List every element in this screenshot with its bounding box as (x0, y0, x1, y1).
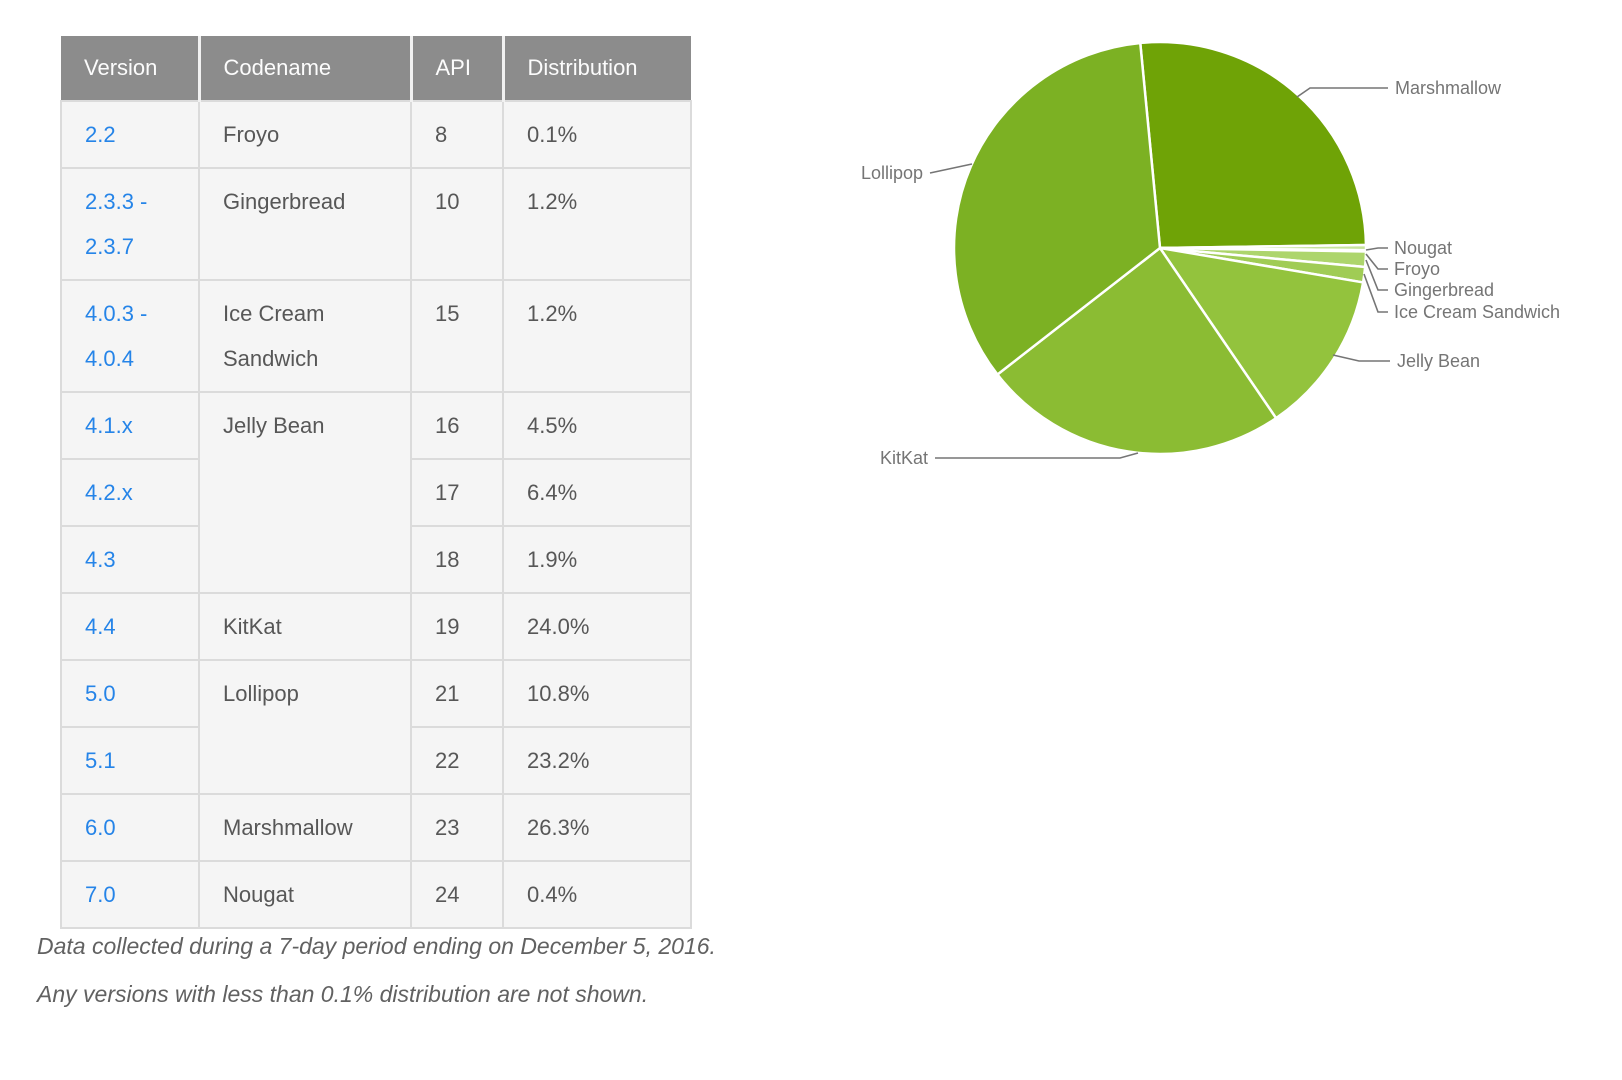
leader-line-ice-cream-sandwich (1363, 273, 1388, 313)
leader-line-froyo (1365, 253, 1388, 270)
pie-label-kitkat: KitKat (880, 448, 928, 468)
distribution-cell: 24.0% (502, 592, 692, 661)
table-row: 4.0.3 - 4.0.4 Ice Cream Sandwich 15 1.2% (60, 279, 692, 393)
codename-cell: Lollipop (198, 659, 412, 795)
distribution-cell: 23.2% (502, 726, 692, 795)
leader-line-marshmallow (1296, 87, 1388, 98)
api-cell: 10 (410, 167, 504, 281)
version-cell: 4.1.x (60, 391, 200, 460)
table-row: 4.1.x Jelly Bean 16 4.5% (60, 391, 692, 594)
version-link[interactable]: 4.2.x (85, 480, 133, 505)
table-row: 2.3.3 - 2.3.7 Gingerbread 10 1.2% (60, 167, 692, 281)
pie-slices-group (952, 40, 1368, 456)
api-cell: 8 (410, 100, 504, 169)
distribution-cell: 6.4% (502, 458, 692, 527)
distribution-cell: 0.4% (502, 860, 692, 929)
table-row: 6.0 Marshmallow 23 26.3% (60, 793, 692, 862)
footer-notes: Data collected during a 7-day period end… (37, 922, 716, 1018)
pie-label-marshmallow: Marshmallow (1395, 78, 1502, 98)
version-cell: 4.0.3 - 4.0.4 (60, 279, 200, 393)
api-cell: 24 (410, 860, 504, 929)
pie-chart-svg: Marshmallow Lollipop Nougat Froyo Ginger… (861, 40, 1560, 468)
codename-cell: Ice Cream Sandwich (198, 279, 412, 393)
table-row: 2.2 Froyo 8 0.1% (60, 100, 692, 169)
distribution-cell: 10.8% (502, 659, 692, 728)
version-cell: 5.1 (60, 726, 200, 795)
pie-slice-lollipop (952, 41, 1162, 376)
pie-label-jelly-bean: Jelly Bean (1397, 351, 1480, 371)
table-row: 7.0 Nougat 24 0.4% (60, 860, 692, 929)
version-cell: 5.0 (60, 659, 200, 728)
version-cell: 4.2.x (60, 458, 200, 527)
leader-line-kitkat (935, 452, 1139, 459)
threshold-note: Any versions with less than 0.1% distrib… (37, 981, 649, 1007)
version-link[interactable]: 7.0 (85, 882, 116, 907)
distribution-cell: 1.2% (502, 279, 692, 393)
pie-label-gingerbread: Gingerbread (1394, 280, 1494, 300)
api-cell: 21 (410, 659, 504, 728)
table-row: 4.3 18 1.9% (60, 525, 692, 594)
header-distribution: Distribution (503, 36, 691, 101)
version-link[interactable]: 2.3.3 - 2.3.7 (85, 189, 148, 259)
pie-slice-marshmallow (1139, 40, 1368, 250)
distribution-cell: 26.3% (502, 793, 692, 862)
pie-label-lollipop: Lollipop (861, 163, 923, 183)
version-distribution-table: Version Codename API Distribution 2.2 Fr… (60, 36, 692, 929)
version-cell: 7.0 (60, 860, 200, 929)
version-link[interactable]: 4.4 (85, 614, 116, 639)
version-link[interactable]: 4.0.3 - 4.0.4 (85, 301, 148, 371)
distribution-cell: 1.2% (502, 167, 692, 281)
api-cell: 16 (410, 391, 504, 460)
version-cell: 2.3.3 - 2.3.7 (60, 167, 200, 281)
header-version: Version (61, 36, 201, 101)
codename-cell: KitKat (198, 592, 412, 661)
api-cell: 19 (410, 592, 504, 661)
api-cell: 22 (410, 726, 504, 795)
leader-line-jelly-bean (1332, 354, 1390, 362)
api-cell: 15 (410, 279, 504, 393)
distribution-cell: 4.5% (502, 391, 692, 460)
pie-label-ice-cream-sandwich: Ice Cream Sandwich (1394, 302, 1560, 322)
version-link[interactable]: 5.0 (85, 681, 116, 706)
pie-label-froyo: Froyo (1394, 259, 1440, 279)
api-cell: 23 (410, 793, 504, 862)
version-cell: 2.2 (60, 100, 200, 169)
codename-cell: Nougat (198, 860, 412, 929)
header-api: API (411, 36, 505, 101)
codename-cell: Gingerbread (198, 167, 412, 281)
table-row: 5.1 22 23.2% (60, 726, 692, 795)
leader-line-lollipop (929, 163, 973, 174)
distribution-pie-chart: Marshmallow Lollipop Nougat Froyo Ginger… (820, 10, 1622, 490)
pie-slice-kitkat (996, 246, 1278, 456)
version-link[interactable]: 4.3 (85, 547, 116, 572)
version-link[interactable]: 6.0 (85, 815, 116, 840)
version-cell: 4.3 (60, 525, 200, 594)
pie-slice-jelly-bean (1158, 246, 1365, 420)
api-cell: 17 (410, 458, 504, 527)
table-row: 4.2.x 17 6.4% (60, 458, 692, 527)
table-header-row: Version Codename API Distribution (61, 36, 691, 101)
version-link[interactable]: 4.1.x (85, 413, 133, 438)
codename-cell: Froyo (198, 100, 412, 169)
distribution-cell: 0.1% (502, 100, 692, 169)
pie-label-nougat: Nougat (1394, 238, 1452, 258)
version-link[interactable]: 2.2 (85, 122, 116, 147)
table-row: 5.0 Lollipop 21 10.8% (60, 659, 692, 795)
version-cell: 4.4 (60, 592, 200, 661)
version-link[interactable]: 5.1 (85, 748, 116, 773)
leader-line-nougat (1365, 247, 1388, 251)
codename-cell: Marshmallow (198, 793, 412, 862)
api-cell: 18 (410, 525, 504, 594)
leader-line-gingerbread (1365, 259, 1388, 291)
version-cell: 6.0 (60, 793, 200, 862)
header-codename: Codename (199, 36, 413, 101)
codename-cell: Jelly Bean (198, 391, 412, 594)
table-row: 4.4 KitKat 19 24.0% (60, 592, 692, 661)
data-collection-note: Data collected during a 7-day period end… (37, 933, 716, 959)
distribution-cell: 1.9% (502, 525, 692, 594)
